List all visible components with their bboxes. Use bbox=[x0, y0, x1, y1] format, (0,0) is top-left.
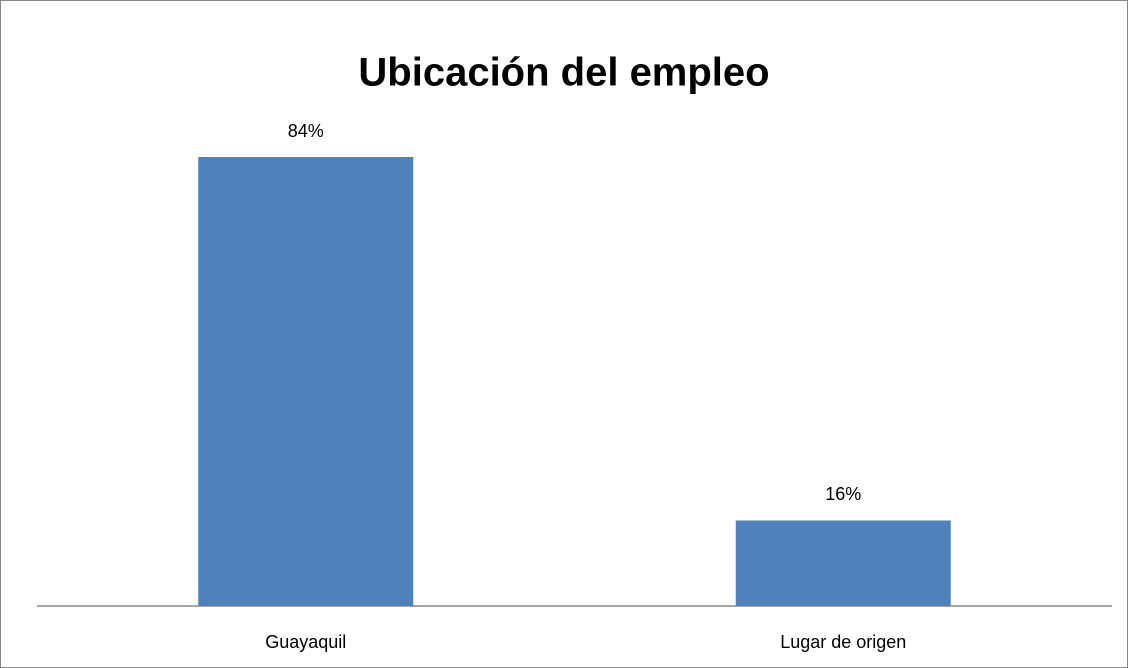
x-tick-label: Guayaquil bbox=[265, 632, 346, 652]
data-label: 84% bbox=[288, 121, 324, 141]
data-label: 16% bbox=[825, 484, 861, 504]
bar bbox=[735, 520, 951, 606]
chart-title: Ubicación del empleo bbox=[358, 51, 769, 95]
x-tick-label: Lugar de origen bbox=[780, 632, 906, 652]
bar bbox=[198, 157, 414, 606]
